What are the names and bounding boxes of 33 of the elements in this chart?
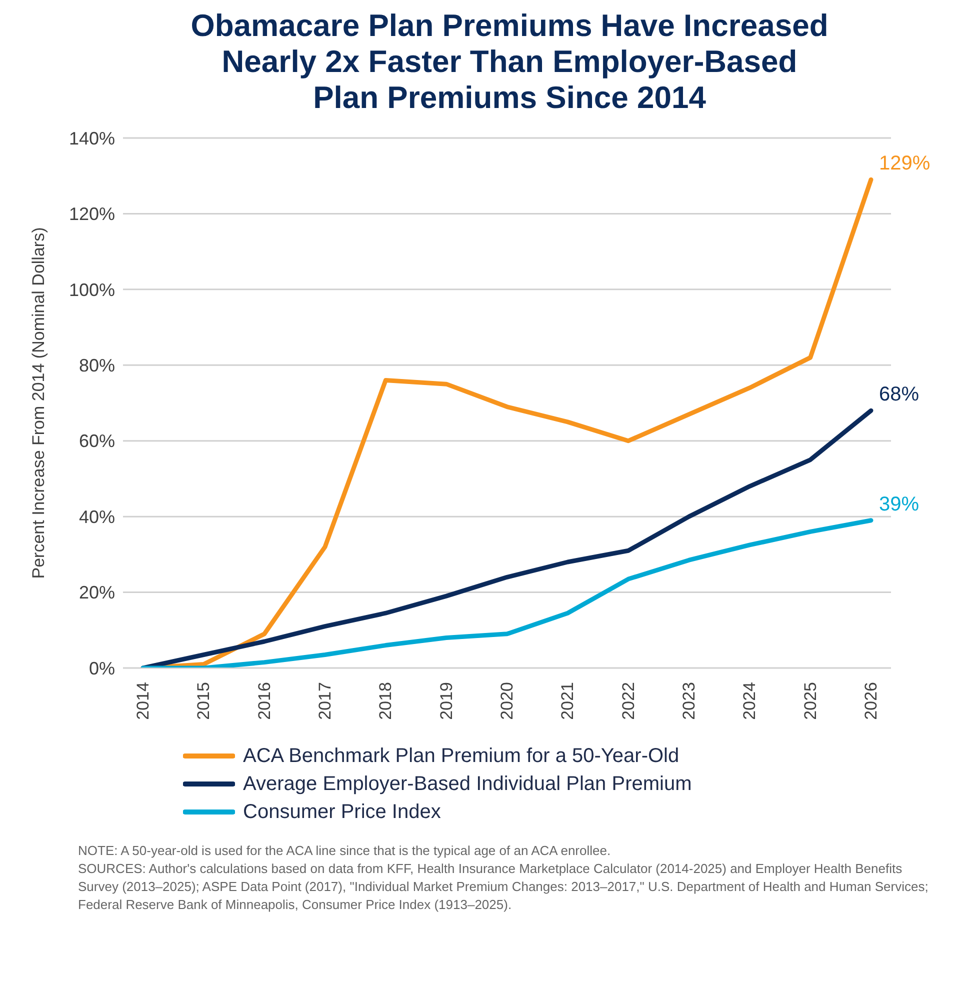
legend-label: ACA Benchmark Plan Premium for a 50-Year-Old [243, 744, 680, 768]
y-tick-label: 80% [78, 356, 115, 376]
x-tick-label: 2017 [316, 682, 334, 720]
source-note: SOURCES: Author's calculations based on data from KFF, Health Insurance Marketplace Calculator (2014-2025) and Employer Health Benefits Survey (2013–2025); ASPE Data Point (2017), "Individual Market Premium Changes: 2013–2017," U.S. Department of Health and Human Services; Federal Reserve Bank of Minneapolis, Consumer Price Index (1913–2025). [78, 860, 930, 914]
line-series [140, 518, 874, 668]
x-tick-label: 2016 [254, 682, 274, 720]
x-tick-label: 2015 [194, 682, 214, 720]
y-tick-label: 140% [68, 128, 115, 148]
x-tick-label: 2023 [680, 682, 698, 720]
x-tick-label: 2025 [800, 682, 820, 720]
data-label: 68% [879, 384, 920, 406]
y-tick-label: 100% [68, 280, 115, 300]
x-tick-label: 2022 [618, 682, 638, 720]
x-tick-label: 2021 [558, 682, 578, 720]
x-tick-label: 2024 [740, 682, 760, 720]
y-tick-label: 120% [68, 204, 115, 224]
legend-label: Average Employer-Based Individual Plan Premium [243, 772, 692, 796]
x-tick-label: 2026 [862, 682, 880, 720]
x-tick-label: 2014 [134, 682, 152, 720]
y-tick-label: 0% [88, 658, 115, 678]
text: NOTE: A 50-year-old is used for the ACA line since that is the typical age of an ACA enrollee. [78, 842, 612, 860]
line-series [140, 408, 874, 668]
x-tick-label: 2019 [436, 682, 456, 720]
x-tick-label: 2020 [498, 682, 516, 720]
x-tick-label: 2018 [376, 682, 396, 720]
data-label: 129% [879, 152, 930, 175]
legend-label: Consumer Price Index [243, 800, 441, 824]
y-tick-label: 40% [78, 506, 115, 527]
data-label: 39% [879, 493, 920, 516]
chart-title: Obamacare Plan Premiums Have Increased Nearly 2x Faster Than Employer-Based Plan Premiums Since 2014 [190, 8, 830, 116]
y-axis-title: Percent Increase From 2014 (Nominal Dollars) [29, 227, 48, 579]
y-tick-label: 60% [78, 431, 115, 452]
y-tick-label: 20% [78, 582, 115, 603]
